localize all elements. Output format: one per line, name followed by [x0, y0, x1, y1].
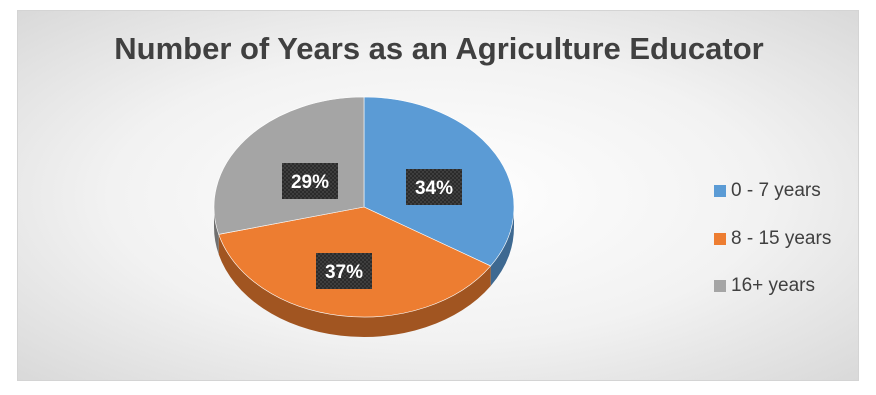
data-label-text-0-7-years: 34% — [415, 178, 453, 199]
data-label-box-8-15-years — [316, 253, 372, 289]
pie-side-16-plus-years — [214, 207, 219, 255]
legend-item-8-15-years: 8 - 15 years — [714, 227, 831, 251]
data-label-text-16-plus-years: 29% — [291, 172, 329, 193]
legend: 0 - 7 years 8 - 15 years 16+ years — [714, 179, 831, 322]
legend-item-16-plus-years: 16+ years — [714, 274, 831, 298]
legend-swatch-0-7-years — [714, 185, 726, 197]
chart-title: Number of Years as an Agriculture Educat… — [114, 31, 764, 66]
data-label-box-16-plus-years — [282, 163, 338, 199]
legend-label-0-7-years: 0 - 7 years — [731, 180, 821, 201]
pie-side-8-15-years — [218, 234, 491, 337]
chart-area: Number of Years as an Agriculture Educat… — [17, 10, 859, 381]
legend-label-16-plus-years: 16+ years — [731, 275, 815, 296]
legend-item-0-7-years: 0 - 7 years — [714, 179, 831, 203]
pie-chart: 34% 37% 29% — [213, 96, 515, 337]
data-label-text-8-15-years: 37% — [325, 262, 363, 283]
legend-label-8-15-years: 8 - 15 years — [731, 227, 832, 249]
data-label-box-0-7-years — [406, 169, 462, 205]
data-label-16-plus-years: 29% — [282, 163, 338, 199]
legend-swatch-16-plus-years — [714, 280, 726, 292]
data-label-8-15-years: 37% — [316, 253, 372, 289]
pie-side-0-7-years — [490, 207, 514, 286]
legend-swatch-8-15-years — [714, 232, 726, 245]
data-label-0-7-years: 34% — [406, 169, 462, 205]
